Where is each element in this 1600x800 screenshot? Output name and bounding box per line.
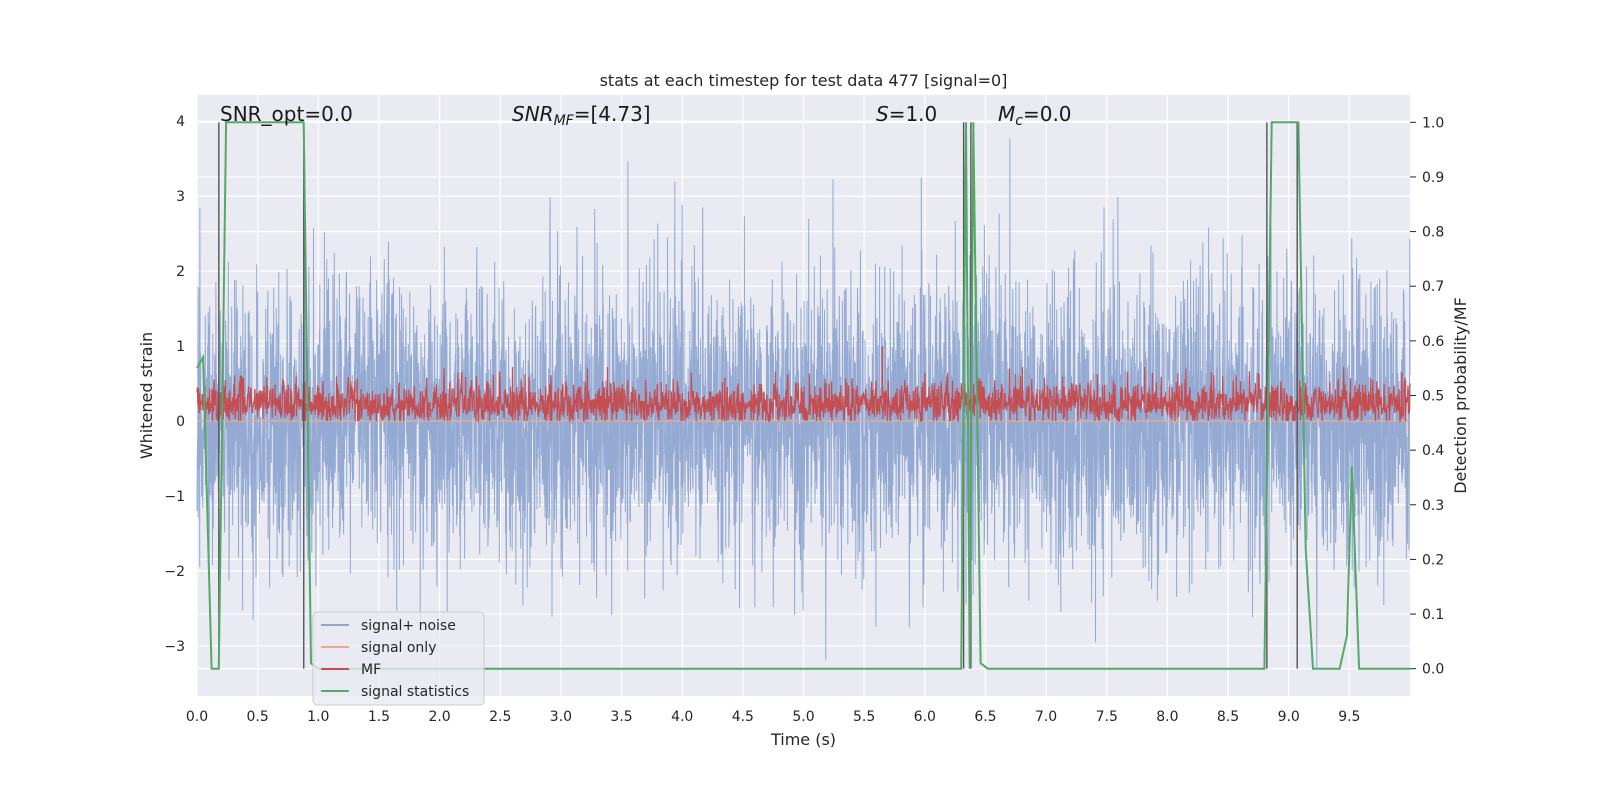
annotation-snr-mf-value: =[4.73] [574, 102, 651, 126]
annotation-snr-mf-symbol: SNR [512, 102, 554, 126]
y-tick-label: −3 [164, 639, 185, 655]
x-tick-label: 7.5 [1096, 709, 1118, 725]
line-signal-statistics [196, 121, 1410, 670]
x-tick-label: 9.0 [1278, 709, 1300, 725]
right-y-tick-label: 0.2 [1422, 552, 1444, 568]
y-tick-label: 2 [176, 264, 185, 280]
x-tick-label: 0.0 [186, 709, 208, 725]
x-tick-label: 3.5 [610, 709, 632, 725]
x-tick-label: 8.5 [1217, 709, 1239, 725]
x-tick-label: 2.5 [489, 709, 511, 725]
x-tick-label: 8.0 [1156, 709, 1178, 725]
right-y-tick-label: 0.1 [1422, 607, 1444, 623]
x-axis-label: Time (s) [770, 730, 836, 749]
chart-title: stats at each timestep for test data 477… [600, 71, 1008, 90]
annotation-mc-value: =0.0 [1023, 102, 1072, 126]
x-tick-label: 1.5 [368, 709, 390, 725]
x-tick-label: 0.5 [247, 709, 269, 725]
annotation-s: S=1.0 [876, 102, 937, 126]
y-tick-label: −1 [164, 489, 185, 505]
right-y-tick-label: 1.0 [1422, 115, 1444, 131]
annotation-mc: Mc=0.0 [998, 102, 1072, 129]
x-tick-label: 2.0 [428, 709, 450, 725]
legend-label: signal+ noise [361, 618, 456, 634]
legend: signal+ noise signal only MF signal statist… [312, 611, 485, 706]
annotation-snr-mf-subscript: MF [554, 113, 575, 129]
right-y-tick-label: 0.8 [1422, 225, 1444, 241]
x-tick-label: 1.0 [307, 709, 329, 725]
annotation-snr-opt: SNR_opt=0.0 [220, 102, 353, 126]
x-tick-label: 9.5 [1338, 709, 1360, 725]
y-axis-label: Whitened strain [137, 332, 156, 459]
y-tick-label: 0 [176, 414, 185, 430]
series-mf [196, 346, 1411, 424]
x-tick-label: 5.0 [792, 709, 814, 725]
right-y-axis-label: Detection probability/MF [1451, 297, 1470, 494]
legend-label: signal only [361, 640, 436, 656]
annotation-mc-symbol: M [998, 102, 1015, 126]
annotation-s-value: =1.0 [889, 102, 938, 126]
line-mf [196, 366, 1411, 424]
x-tick-label: 7.0 [1035, 709, 1057, 725]
x-tick-label: 4.5 [732, 709, 754, 725]
tick-labels: 0.0 0.5 1.0 1.5 2.0 2.5 3.0 3.5 4.0 4.5 5.0 5.5 6.0 6… [164, 114, 1444, 725]
x-tick-label: 6.5 [974, 709, 996, 725]
annotation-s-symbol: S [876, 102, 889, 126]
right-y-tick-label: 0.6 [1422, 334, 1444, 350]
right-y-tick-label: 0.5 [1422, 389, 1444, 405]
legend-label: MF [361, 662, 381, 678]
right-y-tick-label: 0.0 [1422, 662, 1444, 678]
legend-box [312, 611, 485, 706]
y-tick-label: 4 [176, 114, 185, 130]
x-tick-label: 5.5 [853, 709, 875, 725]
right-y-tick-label: 0.3 [1422, 498, 1444, 514]
right-y-tick-label: 0.9 [1422, 170, 1444, 186]
legend-items: signal+ noise signal only MF signal statist… [321, 618, 469, 700]
annotation-mc-subscript: c [1015, 113, 1023, 129]
y-tick-label: 3 [176, 189, 185, 205]
x-tick-label: 4.0 [671, 709, 693, 725]
legend-label: signal statistics [361, 684, 469, 700]
y-tick-label: −2 [164, 564, 185, 580]
series-signal-statistics [196, 121, 1410, 670]
annotation-snr-mf: SNRMF=[4.73] [512, 102, 651, 129]
x-tick-label: 6.0 [914, 709, 936, 725]
right-y-tick-label: 0.4 [1422, 443, 1444, 459]
series-signal-plus-noise [196, 138, 1411, 669]
line-signal-plus-noise [196, 138, 1411, 669]
x-tick-label: 3.0 [550, 709, 572, 725]
y-tick-label: 1 [176, 339, 185, 355]
right-y-tick-label: 0.7 [1422, 279, 1444, 295]
